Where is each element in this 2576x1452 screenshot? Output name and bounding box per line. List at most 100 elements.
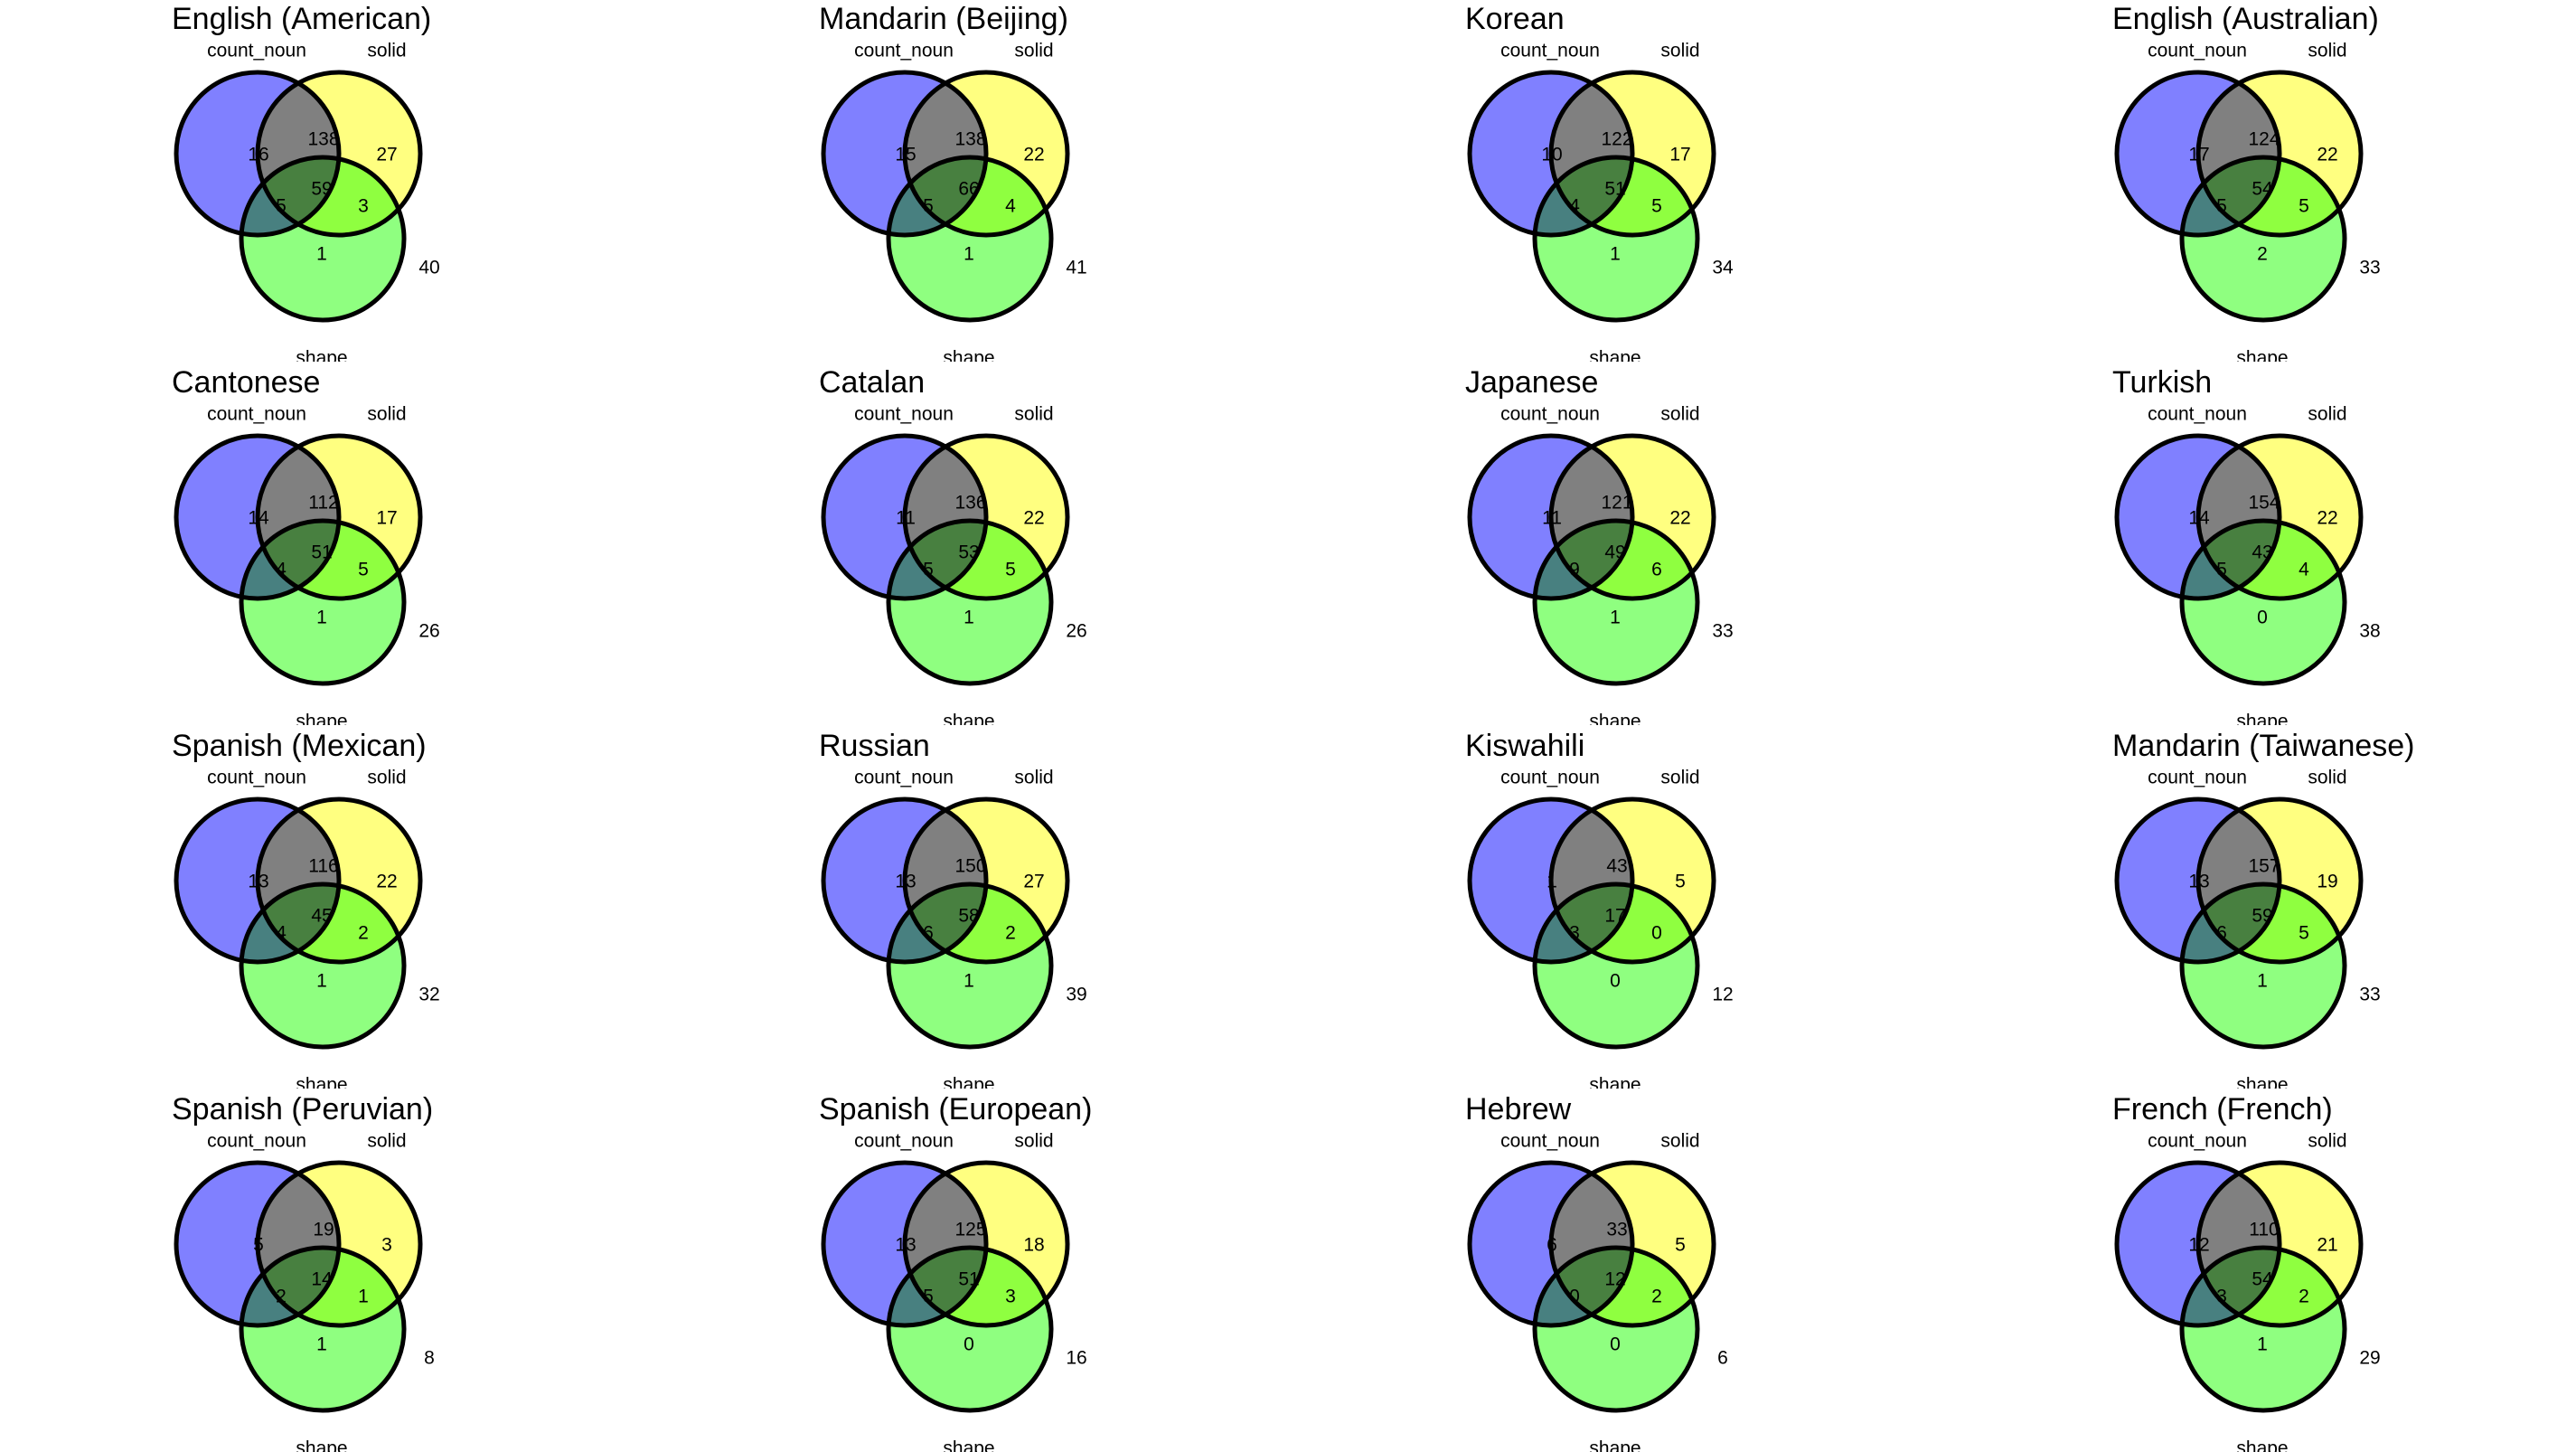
set-label-c: shape [943, 1438, 994, 1452]
region-count-abc: 53 [958, 542, 979, 563]
region-count-b: 22 [2317, 508, 2337, 529]
venn-circle-outline [886, 518, 1054, 686]
region-count-ac: 5 [2216, 560, 2227, 580]
region-count-ac: 0 [1569, 1287, 1580, 1307]
set-label-b: solid [367, 41, 406, 61]
set-label-b: solid [1660, 404, 1699, 425]
venn-diagram: 1 43 5 17 3 0 0 12 count_noun solid shape [1467, 768, 1734, 1089]
panel-title: Korean [1465, 2, 1565, 36]
region-count-ac: 3 [2216, 1287, 2227, 1307]
venn-panel: 13 150 27 58 6 2 1 39 count_noun solid shape Russia… [647, 727, 1280, 1089]
region-count-b: 3 [381, 1235, 392, 1256]
venn-diagram: 5 19 3 14 2 1 1 8 count_noun solid shape [174, 1131, 435, 1452]
venn-circle-shape [2182, 1248, 2345, 1410]
region-count-abc: 14 [311, 1269, 333, 1290]
venn-circle-outline [239, 518, 407, 686]
region-count-none: 38 [2359, 621, 2380, 642]
region-count-abc: 66 [958, 179, 979, 200]
venn-circle-shape [241, 157, 404, 320]
region-count-abc: 51 [958, 1269, 979, 1290]
venn-circle-shape [241, 884, 404, 1047]
set-label-a: count_noun [2148, 41, 2247, 61]
region-count-bc: 4 [2299, 560, 2309, 580]
region-count-bc: 6 [1651, 560, 1662, 580]
venn-circle-outline [902, 1160, 1070, 1328]
region-count-ab: 43 [1606, 856, 1627, 877]
set-label-b: solid [1014, 404, 1053, 425]
region-count-bc: 5 [2299, 196, 2309, 217]
region-count-bc: 2 [2299, 1287, 2309, 1307]
region-count-c: 2 [2257, 244, 2268, 265]
venn-circle-shape [2182, 521, 2345, 684]
set-label-a: count_noun [854, 41, 954, 61]
venn-circle-outline [2195, 70, 2364, 238]
set-label-c: shape [2236, 712, 2288, 725]
venn-circle-outline [174, 797, 342, 965]
panel-title: Spanish (Mexican) [172, 729, 427, 763]
venn-circle-outline [1548, 70, 1716, 238]
venn-diagram: 13 116 22 45 4 2 1 32 count_noun solid shape [174, 768, 440, 1089]
venn-panel: 11 121 22 49 9 6 1 33 count_noun solid shape Japane… [1293, 363, 1926, 725]
region-count-none: 40 [418, 258, 439, 278]
region-count-abc: 51 [1604, 179, 1625, 200]
region-count-ac: 6 [923, 923, 934, 944]
venn-panel: 16 138 27 59 5 3 1 40 count_noun solid shape Englis… [0, 0, 633, 362]
venn-diagram: 11 121 22 49 9 6 1 33 count_noun solid shape [1467, 404, 1734, 725]
region-count-none: 26 [418, 621, 439, 642]
panel-title: Russian [819, 729, 930, 763]
venn-circle-outline [886, 882, 1054, 1050]
venn-circle-shape [1535, 1248, 1697, 1410]
venn-circle-outline [1467, 70, 1635, 238]
panel-title: Spanish (Peruvian) [172, 1092, 434, 1127]
set-label-c: shape [1589, 348, 1641, 362]
region-count-ab: 121 [1601, 493, 1632, 514]
region-count-a: 13 [895, 1235, 916, 1256]
venn-circle-outline [902, 433, 1070, 601]
set-label-a: count_noun [2148, 768, 2247, 788]
panel-title: Cantonese [172, 365, 321, 400]
region-count-none: 29 [2359, 1348, 2380, 1369]
venn-diagram: 14 154 22 43 5 4 0 38 count_noun solid shape [2114, 404, 2381, 725]
region-count-none: 34 [1712, 258, 1734, 278]
venn-circle-outline [1532, 1245, 1700, 1413]
region-count-c: 1 [964, 608, 974, 628]
region-count-ac: 5 [923, 1287, 934, 1307]
venn-circle-outline [239, 155, 407, 323]
region-count-c: 1 [1610, 244, 1621, 265]
region-count-b: 19 [2317, 872, 2337, 892]
region-count-ac: 4 [276, 923, 287, 944]
region-count-abc: 59 [311, 179, 332, 200]
venn-circle-outline [2179, 155, 2347, 323]
set-label-b: solid [2308, 404, 2346, 425]
region-count-ac: 4 [1569, 196, 1580, 217]
venn-panel: 13 125 18 51 5 3 0 16 count_noun solid shape Spanis… [647, 1090, 1280, 1452]
set-label-b: solid [367, 1131, 406, 1152]
region-count-ab: 138 [954, 129, 986, 150]
set-label-a: count_noun [854, 1131, 954, 1152]
venn-panel: 13 116 22 45 4 2 1 32 count_noun solid shape Spanis… [0, 727, 633, 1089]
set-label-b: solid [1660, 1131, 1699, 1152]
region-count-ac: 9 [1569, 560, 1580, 580]
region-count-b: 17 [376, 508, 397, 529]
venn-circle-shape [888, 884, 1051, 1047]
venn-circle-shape [241, 1248, 404, 1410]
region-count-a: 6 [1547, 1235, 1557, 1256]
venn-panel: 6 33 5 12 0 2 0 6 count_noun solid shape Hebrew [1293, 1090, 1926, 1452]
region-count-c: 0 [964, 1334, 974, 1355]
region-count-c: 1 [316, 971, 327, 992]
venn-circle-shape [888, 521, 1051, 684]
venn-circle-shape [1535, 884, 1697, 1047]
region-count-ac: 5 [276, 196, 287, 217]
region-count-bc: 5 [2299, 923, 2309, 944]
region-count-c: 1 [316, 244, 327, 265]
venn-circle-outline [239, 882, 407, 1050]
set-label-a: count_noun [2148, 1131, 2247, 1152]
region-count-ab: 124 [2248, 129, 2280, 150]
venn-circle-outline [1467, 433, 1635, 601]
region-count-a: 13 [248, 872, 268, 892]
panel-title: Hebrew [1465, 1092, 1572, 1127]
venn-circle-outline [1548, 797, 1716, 965]
venn-panel: 17 124 22 54 5 5 2 33 count_noun solid shape Englis… [1941, 0, 2573, 362]
region-count-a: 16 [248, 145, 268, 165]
